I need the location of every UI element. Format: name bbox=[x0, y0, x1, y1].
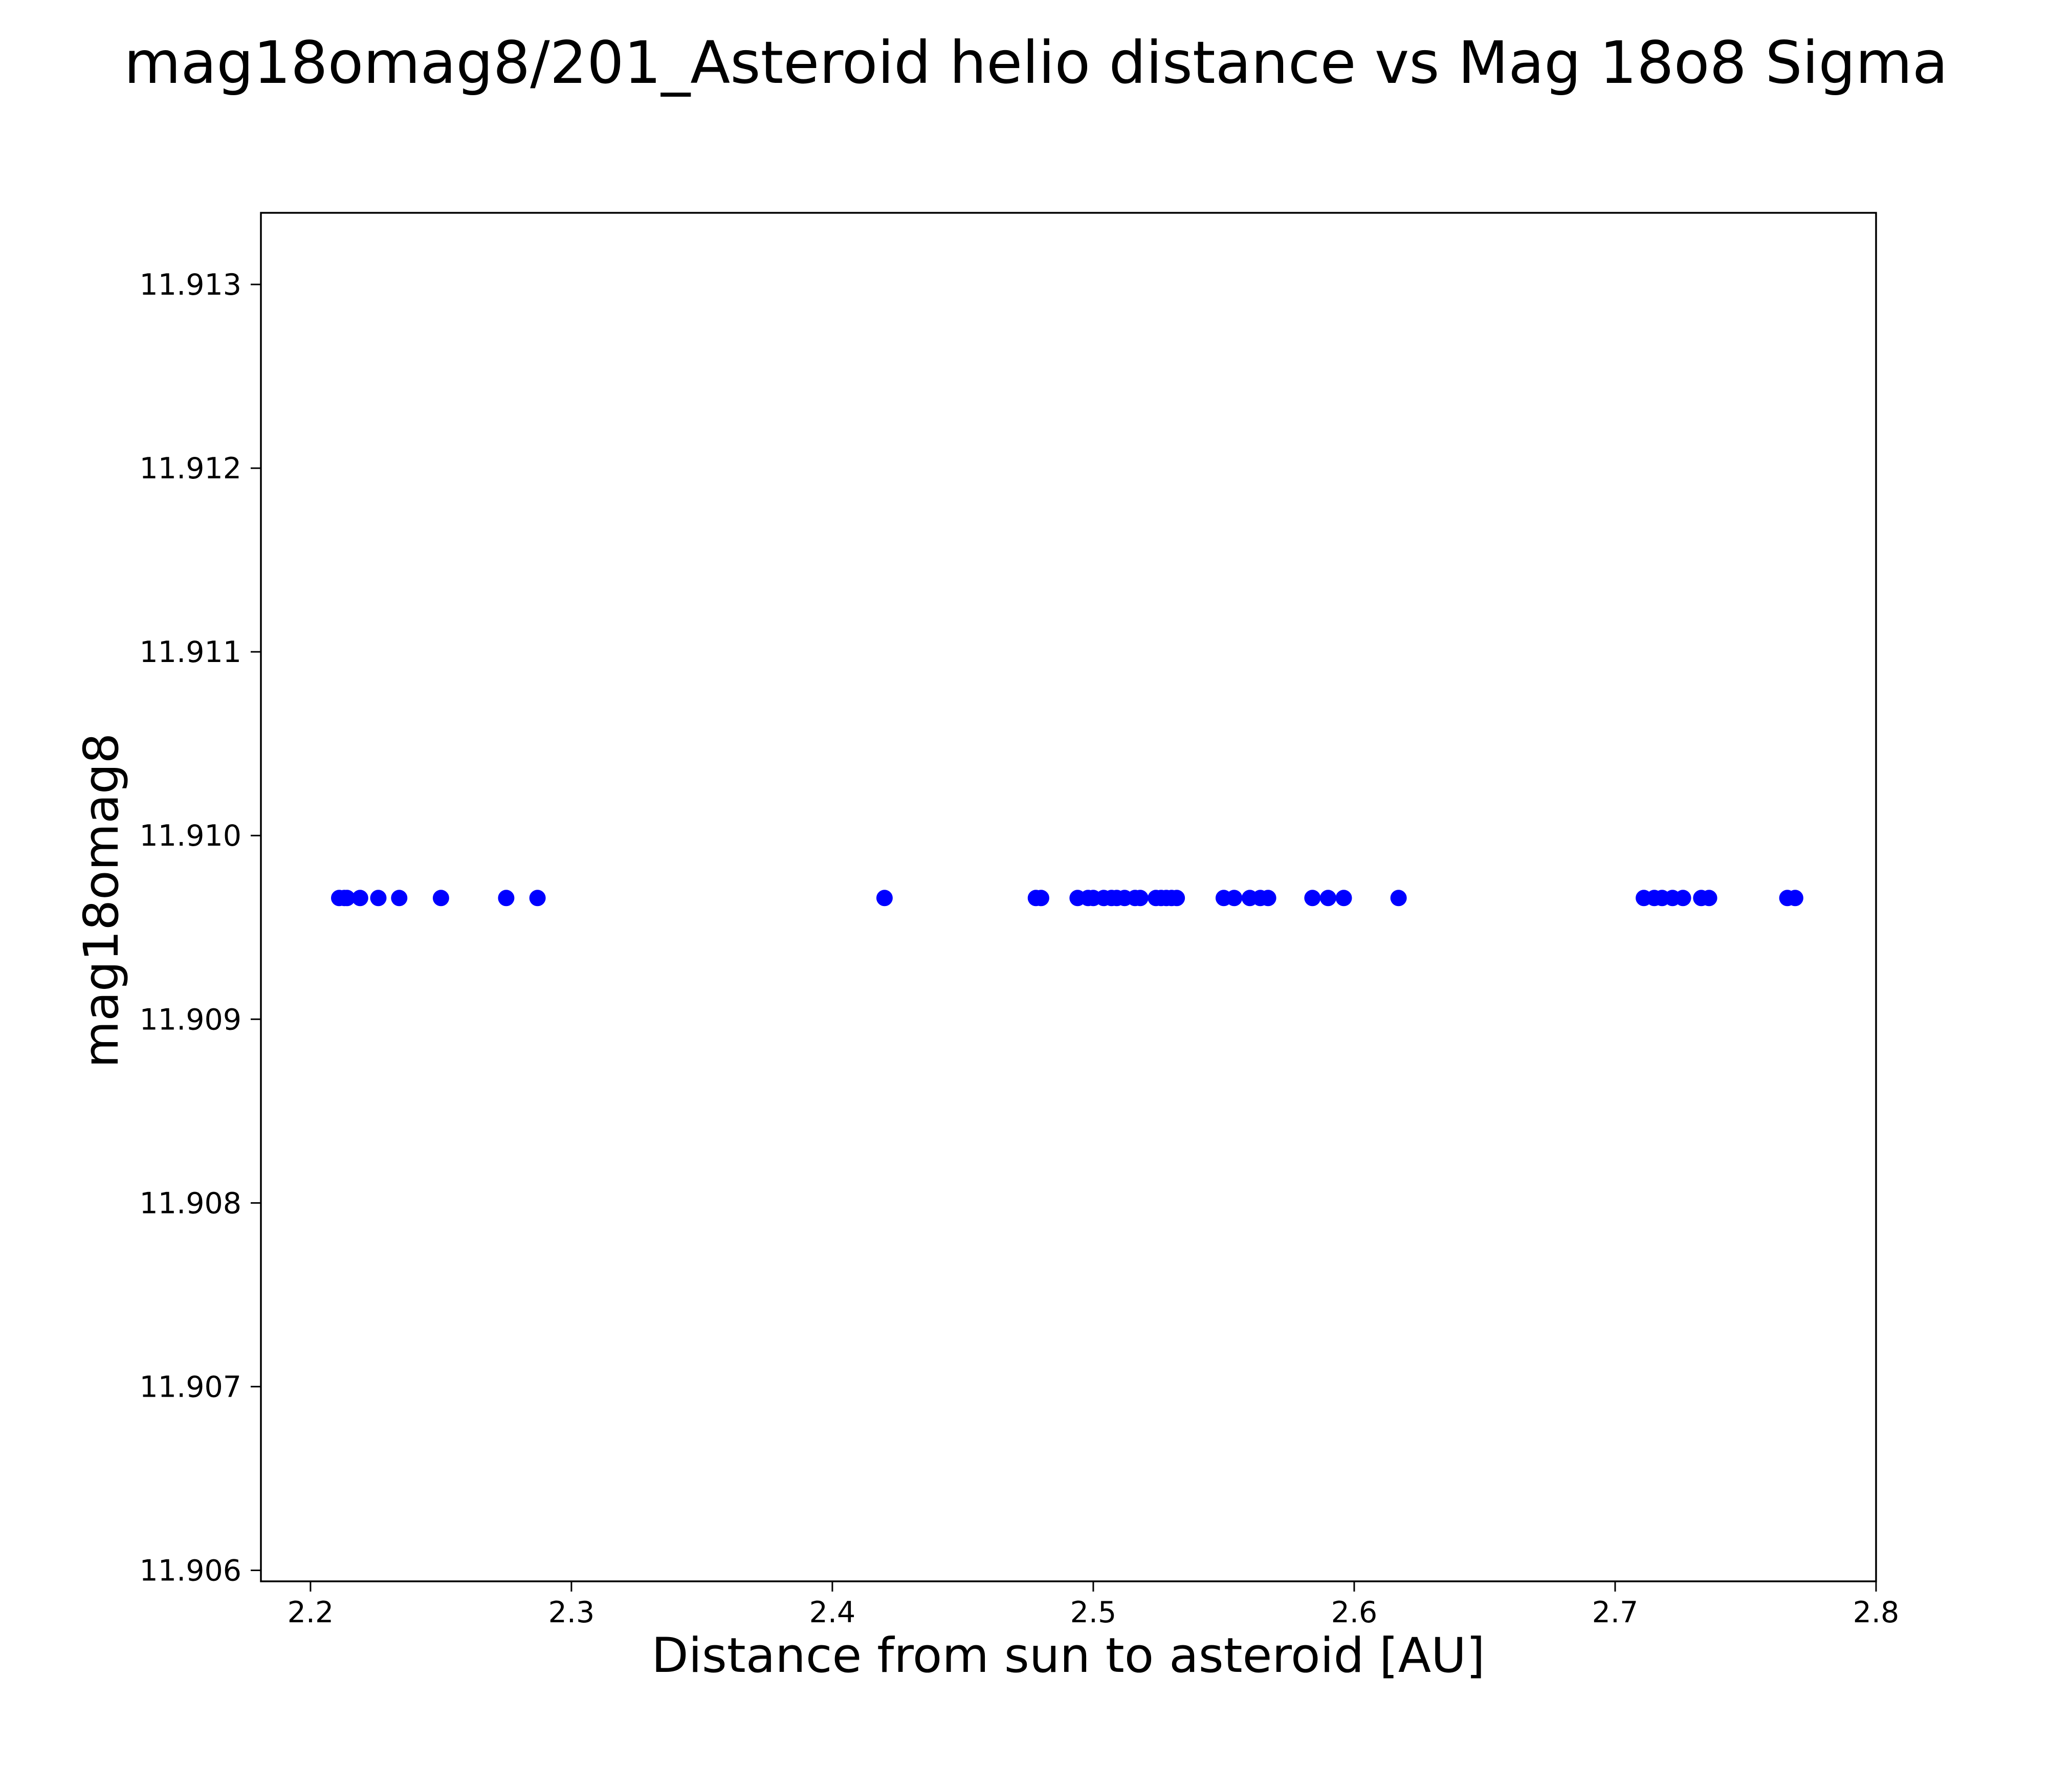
x-tick-label: 2.4 bbox=[809, 1596, 856, 1629]
x-tick-label: 2.5 bbox=[1070, 1596, 1117, 1629]
data-point bbox=[498, 890, 515, 907]
x-tick-label: 2.6 bbox=[1331, 1596, 1378, 1629]
x-tick-label: 2.3 bbox=[548, 1596, 595, 1629]
plot-area-frame bbox=[260, 212, 1877, 1582]
y-tick-label: 11.907 bbox=[140, 1370, 241, 1404]
data-point bbox=[370, 890, 387, 907]
data-point bbox=[1260, 890, 1276, 907]
x-tick-label: 2.2 bbox=[288, 1596, 334, 1629]
data-point bbox=[1674, 890, 1691, 907]
data-point bbox=[1390, 890, 1407, 907]
data-point bbox=[1787, 890, 1803, 907]
data-points bbox=[331, 890, 1803, 907]
chart-title: mag18omag8/201_Asteroid helio distance v… bbox=[124, 29, 1948, 97]
data-point bbox=[351, 890, 368, 907]
y-tick-label: 11.910 bbox=[140, 819, 241, 853]
data-point bbox=[391, 890, 408, 907]
x-axis: 2.2 2.3 2.4 2.5 2.6 2.7 2.8 bbox=[288, 1581, 1900, 1629]
data-point bbox=[1701, 890, 1717, 907]
data-point bbox=[339, 890, 356, 907]
x-tick-label: 2.8 bbox=[1853, 1596, 1900, 1629]
y-axis-label: mag18omag8 bbox=[74, 733, 129, 1068]
data-point bbox=[529, 890, 546, 907]
data-point bbox=[876, 890, 893, 907]
y-tick-label: 11.906 bbox=[140, 1554, 241, 1587]
y-tick-label: 11.911 bbox=[140, 635, 241, 669]
y-tick-label: 11.909 bbox=[140, 1003, 241, 1036]
y-axis: 11.906 11.907 11.908 11.909 11.910 11.911 11.9… bbox=[140, 268, 261, 1587]
x-tick-label: 2.7 bbox=[1592, 1596, 1639, 1629]
data-point bbox=[1335, 890, 1352, 907]
y-tick-label: 11.912 bbox=[140, 452, 241, 486]
data-point bbox=[1226, 890, 1243, 907]
x-axis-label: Distance from sun to asteroid [AU] bbox=[651, 1628, 1485, 1684]
data-point bbox=[1169, 890, 1185, 907]
data-point bbox=[432, 890, 449, 907]
data-point bbox=[1304, 890, 1321, 907]
y-tick-label: 11.908 bbox=[140, 1186, 241, 1220]
data-point bbox=[1132, 890, 1149, 907]
y-tick-label: 11.913 bbox=[140, 268, 241, 302]
data-point bbox=[1032, 890, 1049, 907]
data-point bbox=[1319, 890, 1336, 907]
